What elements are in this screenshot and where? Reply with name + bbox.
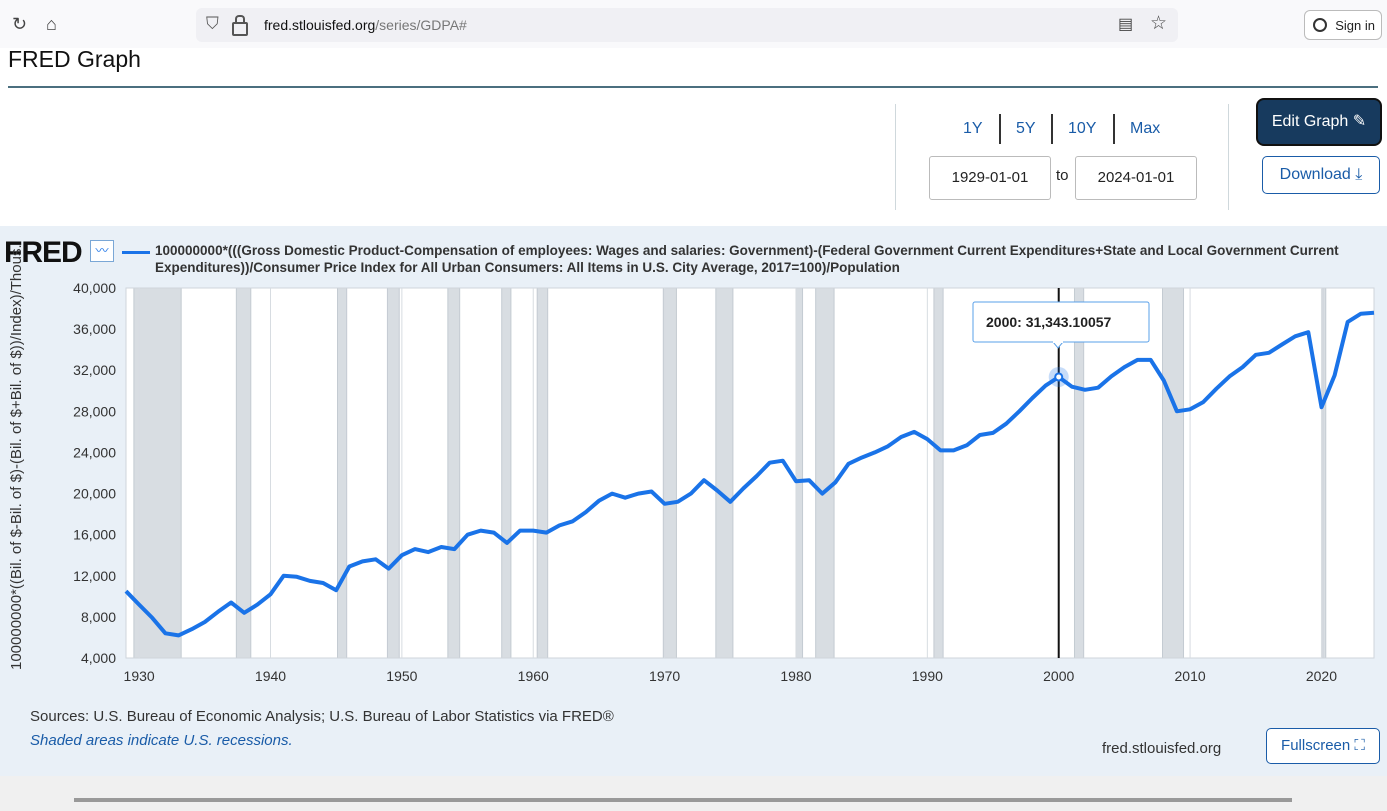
edit-icon: ✎ bbox=[1352, 113, 1367, 130]
y-axis-label: 100000000*((Bil. of $-Bil. of $)-(Bil. o… bbox=[8, 244, 25, 670]
shield-icon[interactable]: ⛉ bbox=[206, 14, 219, 33]
range-5y-button[interactable]: 5Y bbox=[1016, 120, 1036, 137]
range-10y-button[interactable]: 10Y bbox=[1068, 120, 1097, 137]
page-title: FRED Graph bbox=[8, 46, 141, 72]
reader-view-icon[interactable]: ▤ bbox=[1118, 16, 1134, 33]
fullscreen-icon: ⛶ bbox=[1354, 737, 1365, 754]
sign-in-button[interactable]: Sign in bbox=[1304, 10, 1382, 40]
range-separator bbox=[1051, 114, 1053, 144]
fred-logo: FRED bbox=[4, 236, 83, 269]
end-date-input[interactable]: 2024-01-01 bbox=[1075, 156, 1197, 200]
title-divider bbox=[8, 86, 1378, 88]
address-bar[interactable]: ⛉ fred.stlouisfed.org/series/GDPA# ▤ ☆ bbox=[196, 8, 1178, 42]
edit-graph-button[interactable]: Edit Graph ✎ bbox=[1258, 100, 1380, 144]
horizontal-scrollbar[interactable] bbox=[0, 776, 1387, 811]
sources-text: Sources: U.S. Bureau of Economic Analysi… bbox=[30, 708, 614, 725]
legend-swatch bbox=[122, 251, 150, 254]
chart-panel bbox=[0, 226, 1387, 776]
account-icon bbox=[1313, 18, 1327, 32]
recession-note-link[interactable]: Shaded areas indicate U.S. recessions. bbox=[30, 732, 293, 749]
edit-graph-label: Edit Graph bbox=[1271, 113, 1349, 130]
bookmark-star-icon[interactable]: ☆ bbox=[1150, 13, 1168, 34]
to-label: to bbox=[1056, 167, 1069, 184]
download-button[interactable]: Download ⤓ bbox=[1262, 156, 1380, 194]
fullscreen-label: Fullscreen bbox=[1281, 737, 1351, 754]
legend-text: 100000000*(((Gross Domestic Product-Comp… bbox=[155, 243, 1339, 275]
range-1y-button[interactable]: 1Y bbox=[963, 120, 983, 137]
download-icon: ⤓ bbox=[1355, 166, 1363, 183]
download-label: Download bbox=[1279, 166, 1351, 183]
url-text[interactable]: fred.stlouisfed.org/series/GDPA# bbox=[264, 17, 467, 33]
chart-line-icon: 〰 bbox=[90, 240, 114, 262]
lock-icon[interactable] bbox=[232, 15, 248, 36]
sign-in-label: Sign in bbox=[1335, 18, 1375, 33]
range-separator bbox=[999, 114, 1001, 144]
fullscreen-button[interactable]: Fullscreen ⛶ bbox=[1266, 728, 1380, 764]
start-date-input[interactable]: 1929-01-01 bbox=[929, 156, 1051, 200]
reload-icon[interactable]: ↻ bbox=[12, 14, 28, 34]
fred-url: fred.stlouisfed.org bbox=[1102, 740, 1222, 757]
browser-toolbar: ↻ ⌂ ⛉ fred.stlouisfed.org/series/GDPA# ▤… bbox=[0, 0, 1387, 48]
controls-divider-left bbox=[895, 104, 896, 210]
home-icon[interactable]: ⌂ bbox=[46, 14, 57, 34]
controls-divider-right bbox=[1228, 104, 1229, 210]
range-separator bbox=[1113, 114, 1115, 144]
scrollbar-thumb[interactable] bbox=[74, 798, 1292, 802]
range-max-button[interactable]: Max bbox=[1130, 120, 1161, 137]
